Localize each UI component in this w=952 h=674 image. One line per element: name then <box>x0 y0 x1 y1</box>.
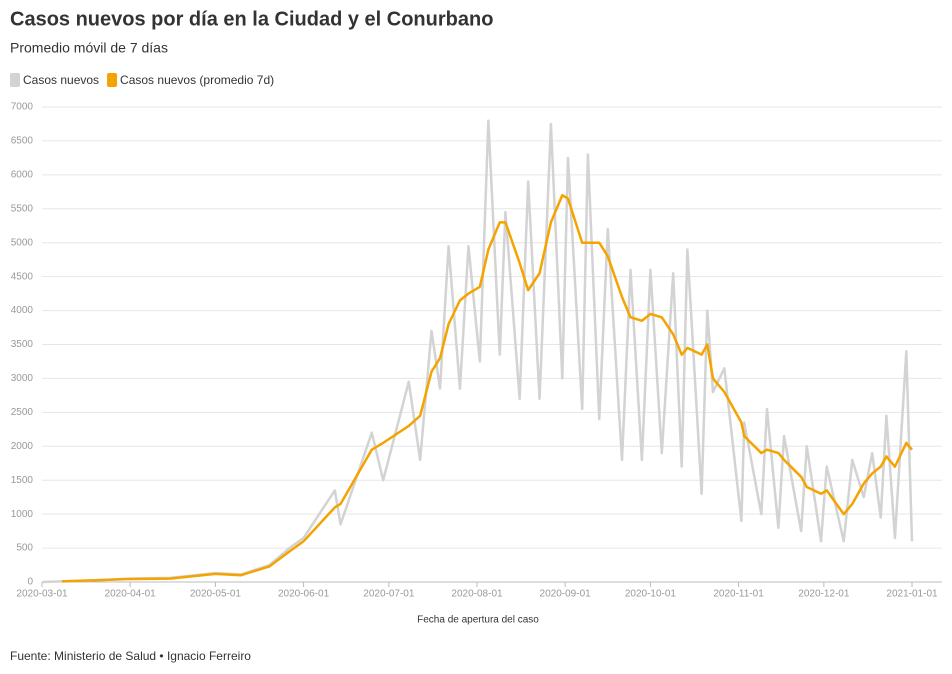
chart-subtitle: Promedio móvil de 7 días <box>10 40 168 56</box>
y-tick-label: 1500 <box>11 475 34 486</box>
legend-label: Casos nuevos <box>23 73 99 87</box>
y-tick-label: 4000 <box>11 305 34 316</box>
x-tick-label: 2020-12-01 <box>798 589 850 600</box>
x-tick-label: 2020-03-01 <box>16 589 68 600</box>
x-tick-label: 2020-09-01 <box>540 589 592 600</box>
source: Fuente: Ministerio de Salud • Ignacio Fe… <box>10 649 251 663</box>
y-tick-label: 5000 <box>11 237 34 248</box>
x-tick-label: 2020-05-01 <box>190 589 242 600</box>
x-axis-title: Fecha de apertura del caso <box>417 615 539 626</box>
x-tick-label: 2020-06-01 <box>278 589 330 600</box>
y-tick-label: 500 <box>16 543 33 554</box>
y-tick-label: 4500 <box>11 271 34 282</box>
y-tick-label: 3500 <box>11 339 34 350</box>
y-tick-label: 0 <box>27 577 33 588</box>
legend: Casos nuevos Casos nuevos (promedio 7d) <box>10 73 274 87</box>
y-tick-label: 2000 <box>11 441 34 452</box>
x-tick-label: 2020-08-01 <box>451 589 503 600</box>
y-tick-label: 5500 <box>11 203 34 214</box>
legend-label: Casos nuevos (promedio 7d) <box>120 73 274 87</box>
x-tick-label: 2020-11-01 <box>713 589 764 600</box>
series-line <box>41 119 914 584</box>
y-tick-label: 6000 <box>11 169 34 180</box>
x-tick-label: 2020-04-01 <box>105 589 157 600</box>
y-tick-label: 1000 <box>11 509 34 520</box>
series-line <box>61 193 913 583</box>
x-tick-label: 2020-10-01 <box>625 589 677 600</box>
x-tick-label: 2020-07-01 <box>363 589 415 600</box>
chart-title: Casos nuevos por día en la Ciudad y el C… <box>10 8 493 30</box>
y-tick-label: 7000 <box>11 102 34 113</box>
y-tick-label: 6500 <box>11 136 34 147</box>
y-tick-label: 2500 <box>11 407 34 418</box>
legend-swatch <box>10 73 20 87</box>
x-tick-label: 2021-01-01 <box>886 589 938 600</box>
y-tick-label: 3000 <box>11 373 34 384</box>
legend-swatch <box>107 73 118 87</box>
